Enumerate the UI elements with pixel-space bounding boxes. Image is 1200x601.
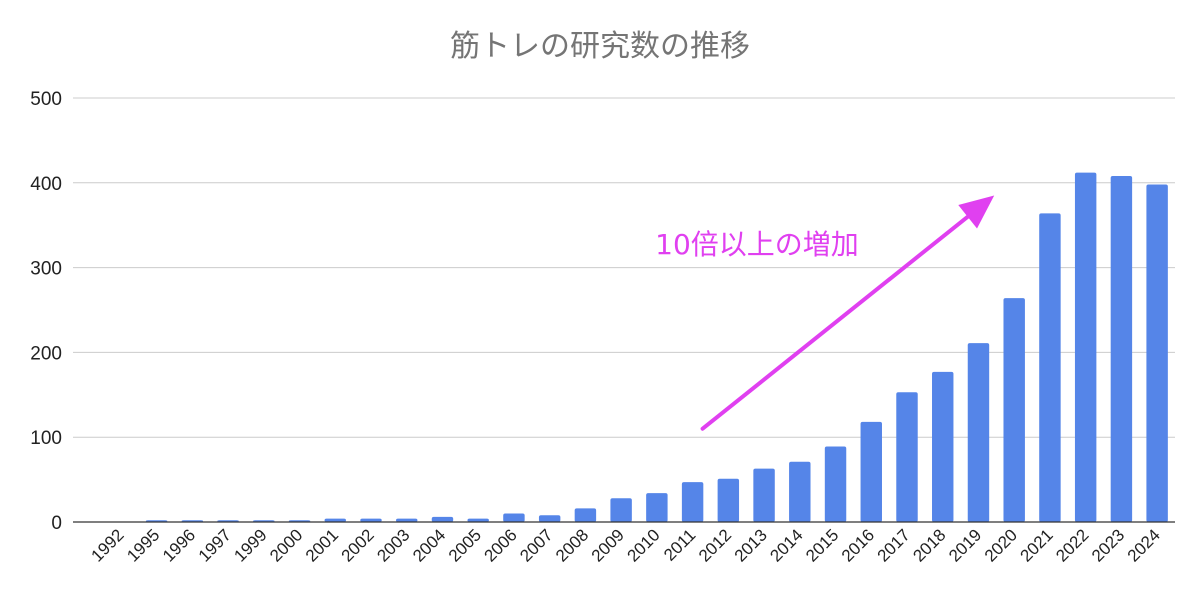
bar (932, 371, 954, 522)
bar (324, 518, 346, 522)
x-tick-label: 2024 (1124, 525, 1164, 565)
x-tick-label: 1995 (123, 525, 163, 565)
bar (610, 498, 632, 522)
x-tick-label: 2018 (909, 525, 949, 565)
x-tick-label: 2004 (409, 525, 449, 565)
x-tick-label: 1992 (88, 525, 128, 565)
bar (896, 392, 918, 522)
bar (1110, 176, 1133, 523)
x-tick-label: 2016 (838, 525, 878, 565)
bar (396, 518, 418, 522)
y-tick-label: 100 (30, 428, 62, 449)
x-tick-label: 1997 (195, 525, 235, 565)
x-tick-label: 2020 (981, 525, 1021, 565)
bar (681, 482, 704, 522)
bar (646, 493, 668, 522)
annotation: 10倍以上の増加 (655, 195, 995, 431)
bar (824, 446, 847, 522)
bar (431, 516, 454, 522)
x-tick-label: 2022 (1052, 525, 1092, 565)
x-tick-label: 1996 (159, 525, 199, 565)
x-tick-label: 2009 (588, 525, 628, 565)
x-tick-label: 2019 (945, 525, 985, 565)
bars (145, 172, 1168, 523)
x-tick-label: 2001 (302, 525, 342, 565)
y-tick-label: 400 (30, 174, 62, 195)
x-tick-label: 2011 (660, 525, 699, 564)
y-tick-label: 300 (30, 259, 62, 280)
bar (860, 421, 882, 522)
chart-title: 筋トレの研究数の推移 (450, 29, 750, 64)
x-tick-label: 2008 (552, 525, 592, 565)
x-tick-label: 2017 (874, 525, 914, 565)
y-tick-label: 0 (51, 513, 62, 534)
bar (717, 478, 740, 522)
x-tick-label: 1999 (230, 525, 270, 565)
annotation-arrow-shaft (700, 213, 972, 431)
bar (1146, 184, 1168, 522)
bar (574, 508, 597, 522)
x-tick-label: 2000 (266, 525, 306, 565)
x-tick-label: 2005 (445, 525, 485, 565)
x-axis-ticks: 1992199519961997199920002001200220032004… (88, 525, 1164, 565)
bar (467, 518, 489, 522)
x-tick-label: 2013 (731, 525, 771, 565)
x-tick-label: 2006 (481, 525, 521, 565)
bar (503, 513, 525, 522)
x-tick-label: 2010 (624, 525, 664, 565)
bar (1074, 172, 1097, 522)
bar (360, 518, 382, 522)
gridlines (73, 97, 1175, 438)
x-tick-label: 2003 (373, 525, 413, 565)
x-tick-label: 2007 (516, 525, 556, 565)
x-tick-label: 2021 (1017, 525, 1057, 565)
annotation-arrow-head (958, 195, 995, 229)
annotation-label: 10倍以上の増加 (655, 228, 859, 261)
bar (753, 468, 775, 522)
x-tick-label: 2015 (802, 525, 842, 565)
y-axis-ticks: 0 100 200 300 400 500 (30, 89, 62, 534)
x-tick-label: 2012 (695, 525, 735, 565)
x-tick-label: 2002 (338, 525, 378, 565)
bar (967, 343, 990, 522)
y-tick-label: 500 (30, 89, 62, 110)
x-tick-label: 2014 (766, 525, 806, 565)
bar (1039, 213, 1061, 522)
bar (789, 461, 811, 522)
y-tick-label: 200 (30, 343, 62, 364)
bar (1003, 298, 1025, 522)
bar (538, 515, 561, 522)
x-tick-label: 2023 (1088, 525, 1128, 565)
